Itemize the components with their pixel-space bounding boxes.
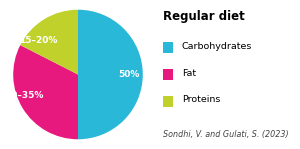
Text: 50%: 50% [118,70,140,79]
Wedge shape [13,45,78,139]
Text: Proteins: Proteins [182,95,220,104]
FancyBboxPatch shape [163,69,173,80]
Text: Regular diet: Regular diet [163,10,245,23]
Wedge shape [78,10,143,139]
Text: 30–35%: 30–35% [5,91,44,100]
Wedge shape [20,10,78,74]
FancyBboxPatch shape [163,42,173,53]
Text: Sondhi, V. and Gulati, S. (2023): Sondhi, V. and Gulati, S. (2023) [163,130,289,139]
Text: 15–20%: 15–20% [19,36,57,45]
FancyBboxPatch shape [163,96,173,107]
Text: Carbohydrates: Carbohydrates [182,42,252,51]
Text: Fat: Fat [182,69,196,77]
